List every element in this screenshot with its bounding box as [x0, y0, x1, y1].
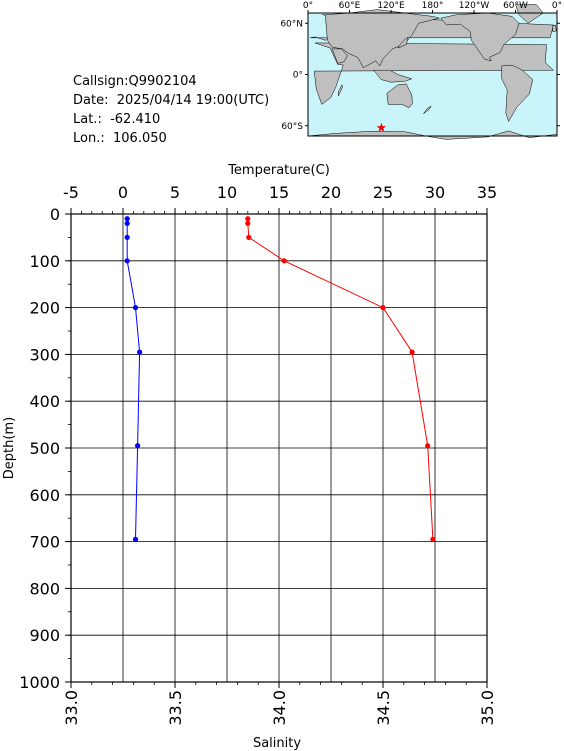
map-lon-label: 60°E: [339, 1, 361, 11]
lon-label: Lon.:: [73, 131, 105, 146]
temperature-point: [409, 349, 415, 355]
temperature-tick-label: 30: [425, 183, 445, 202]
callsign-value: Q9902104: [128, 74, 197, 89]
depth-tick-label: 1000: [19, 673, 60, 692]
map-lat-label: 60°N: [280, 19, 303, 29]
depth-tick-label: 500: [29, 439, 60, 458]
uk-land: [551, 24, 557, 33]
asia-land: [325, 9, 440, 69]
temperature-line: [247, 218, 434, 540]
date-label: Date:: [73, 93, 109, 108]
salinity-tick-label: 34.5: [374, 690, 393, 726]
temperature-tick-label: 15: [269, 183, 289, 202]
temperature-tick-label: 5: [170, 183, 180, 202]
salinity-point: [124, 216, 130, 222]
lon-row: Lon.: 106.050: [73, 129, 269, 148]
lon-value: 106.050: [113, 131, 167, 146]
depth-tick-label: 600: [29, 486, 60, 505]
lat-label: Lat.:: [73, 112, 102, 127]
temperature-tick-label: 35: [477, 183, 497, 202]
map-lon-label: 120°E: [377, 1, 405, 11]
map-lat-label: 0°: [293, 71, 303, 81]
salinity-line: [126, 218, 141, 540]
depth-tick-label: 900: [29, 626, 60, 645]
salinity-point: [137, 349, 143, 355]
north-america-land: [440, 12, 520, 62]
depth-tick-label: 300: [29, 345, 60, 364]
temperature-axis-label: Temperature(C): [227, 163, 330, 178]
temperature-point: [281, 258, 287, 264]
salinity-tick-label: 34.0: [270, 690, 289, 726]
map-lon-label: 180°: [422, 1, 444, 11]
temperature-point: [246, 234, 252, 240]
depth-tick-label: 100: [29, 252, 60, 271]
nz-land: [423, 105, 432, 114]
callsign-row: Callsign:Q9902104: [73, 72, 269, 91]
salinity-point: [124, 220, 130, 226]
temperature-point: [245, 216, 251, 222]
salinity-axis-label: Salinity: [253, 736, 301, 751]
map-lon-label: 120°W: [459, 1, 490, 11]
depth-tick-label: 800: [29, 579, 60, 598]
depth-tick-label: 400: [29, 392, 60, 411]
map-lon-label: 0°: [552, 1, 562, 11]
temperature-tick-label: 20: [321, 183, 341, 202]
salinity-point: [124, 258, 130, 264]
depth-axis-label: Depth(m): [2, 417, 17, 479]
temperature-tick-label: 0: [118, 183, 128, 202]
date-row: Date: 2025/04/14 19:00(UTC): [73, 91, 269, 110]
float-info: Callsign:Q9902104 Date: 2025/04/14 19:00…: [73, 72, 269, 148]
location-map: 0° 60°E 120°E 180° 120°W 60°W 0°60°N0°60°S: [280, 1, 562, 140]
salinity-point: [135, 443, 141, 449]
arabia-land: [331, 48, 348, 64]
australia-land: [386, 83, 413, 109]
callsign-label: Callsign:: [73, 74, 129, 89]
indonesia-land: [373, 69, 413, 83]
salinity-point: [132, 305, 139, 311]
salinity-tick-label: 35.0: [478, 690, 497, 726]
salinity-point: [124, 234, 130, 240]
japan-land: [397, 36, 409, 49]
map-lon-label: 0°: [303, 1, 313, 11]
depth-tick-label: 700: [29, 533, 60, 552]
salinity-tick-label: 33.5: [166, 690, 185, 726]
temperature-point: [425, 443, 431, 449]
south-america-land: [501, 64, 534, 123]
salinity-tick-label: 33.0: [62, 690, 81, 726]
madagascar-land: [338, 84, 343, 97]
depth-tick-label: 200: [29, 299, 60, 318]
float-position-marker: [376, 122, 387, 132]
lat-value: -62.410: [110, 112, 161, 127]
temperature-point: [245, 220, 251, 226]
salinity-point: [132, 536, 139, 542]
temperature-tick-label: 25: [373, 183, 393, 202]
map-lat-label: 60°S: [281, 122, 303, 132]
depth-tick-label: 0: [50, 205, 60, 224]
lat-row: Lat.: -62.410: [73, 110, 269, 129]
temperature-point: [380, 305, 386, 311]
date-value: 2025/04/14 19:00(UTC): [116, 93, 270, 108]
temperature-point: [430, 536, 436, 542]
temperature-tick-label: -5: [63, 183, 79, 202]
temperature-tick-label: 10: [217, 183, 237, 202]
map-lon-label: 60°W: [503, 1, 528, 11]
